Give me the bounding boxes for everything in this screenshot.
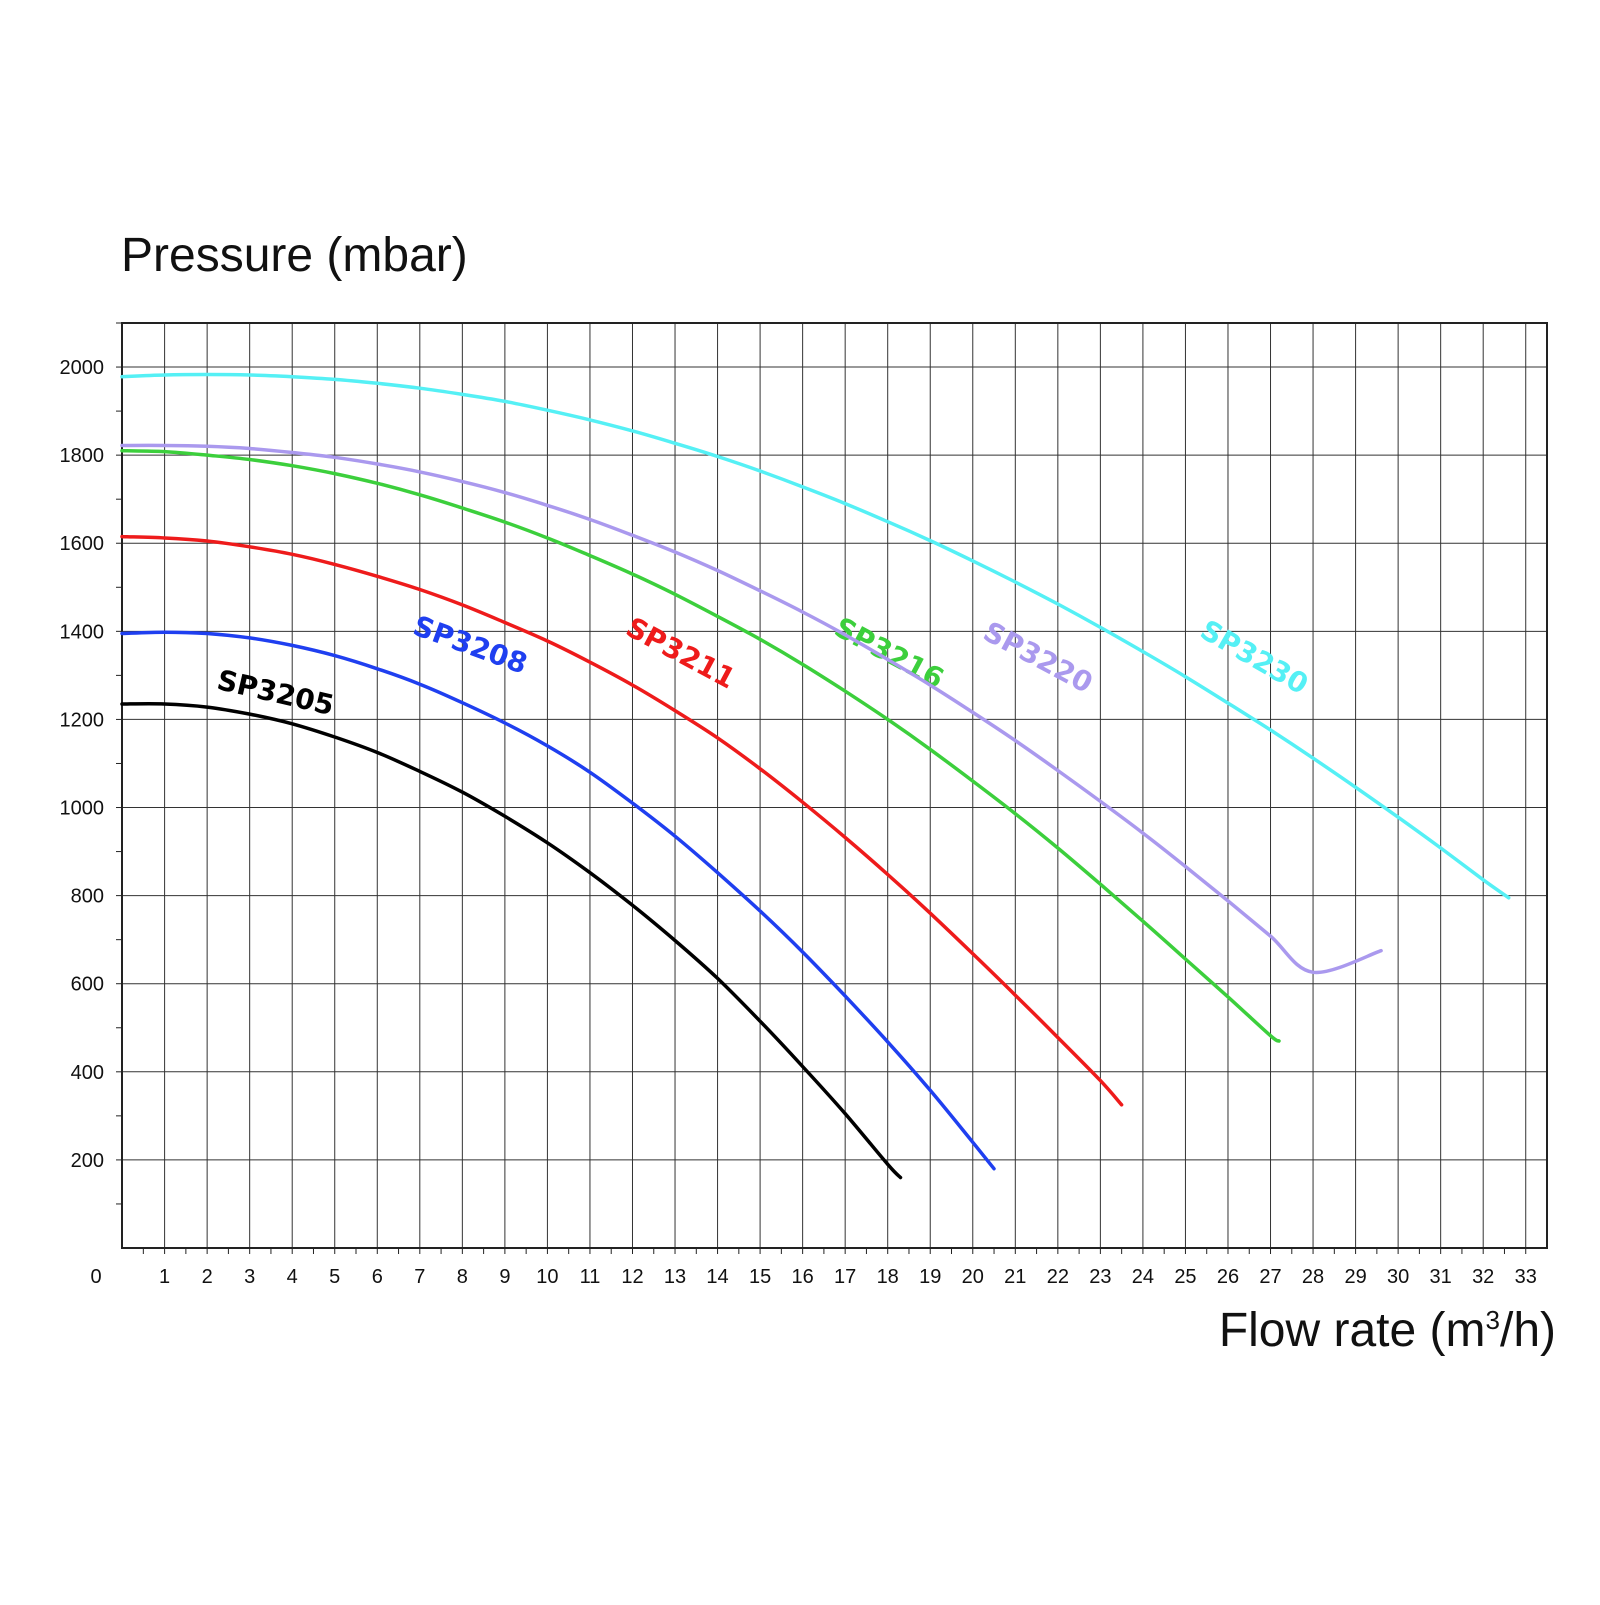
y-tick-label: 1200 (60, 709, 105, 731)
x-tick-label: 16 (792, 1266, 814, 1288)
x-tick-label: 5 (329, 1266, 340, 1288)
x-tick-label: 22 (1047, 1266, 1069, 1288)
plot-border (121, 322, 1548, 1249)
series-label-sp3208: SP3208 (409, 609, 532, 681)
y-tick-label: 1800 (60, 445, 105, 467)
x-tick-label: 0 (90, 1266, 101, 1288)
x-tick-label: 4 (287, 1266, 298, 1288)
x-tick-label: 24 (1132, 1266, 1154, 1288)
x-tick-label: 12 (621, 1266, 643, 1288)
x-tick-label: 29 (1344, 1266, 1366, 1288)
x-tick-label: 10 (536, 1266, 558, 1288)
y-tick-label: 800 (71, 886, 104, 908)
x-tick-label: 28 (1302, 1266, 1324, 1288)
x-tick-label: 31 (1430, 1266, 1452, 1288)
x-tick-label: 19 (919, 1266, 941, 1288)
x-tick-label: 25 (1174, 1266, 1196, 1288)
y-tick-label: 1400 (60, 621, 105, 643)
x-tick-label: 6 (372, 1266, 383, 1288)
x-tick-label: 17 (834, 1266, 856, 1288)
y-tick-label: 2000 (60, 357, 105, 379)
x-tick-label: 3 (244, 1266, 255, 1288)
series-line-sp3220 (120, 443, 1383, 975)
series-label-sp3216: SP3216 (829, 611, 949, 696)
x-tick-label: 18 (877, 1266, 899, 1288)
x-tick-label: 9 (499, 1266, 510, 1288)
x-tick-label: 11 (580, 1266, 601, 1288)
x-tick-label: 32 (1472, 1266, 1494, 1288)
series-line-sp3208 (120, 630, 996, 1171)
y-tick-label: 600 (71, 974, 104, 996)
y-tick-label: 400 (71, 1062, 104, 1084)
x-tick-label: 27 (1259, 1266, 1281, 1288)
y-tick-label: 1600 (60, 533, 105, 555)
x-tick-label: 30 (1387, 1266, 1409, 1288)
x-tick-label: 1 (159, 1266, 170, 1288)
x-tick-label: 26 (1217, 1266, 1239, 1288)
x-axis-title-superscript: 3 (1485, 1305, 1500, 1335)
y-axis-title: Pressure (mbar) (121, 229, 468, 282)
series-line-sp3230 (120, 372, 1511, 900)
series-line-sp3205 (120, 702, 903, 1180)
x-tick-label: 23 (1089, 1266, 1111, 1288)
x-axis-title: Flow rate (m3/h) (1219, 1303, 1556, 1358)
x-tick-label: 8 (457, 1266, 468, 1288)
x-tick-label: 7 (414, 1266, 425, 1288)
x-axis-title-main: Flow rate (m (1218, 1304, 1486, 1357)
series-label-sp3205: SP3205 (214, 663, 337, 722)
x-tick-label: 14 (706, 1266, 728, 1288)
x-tick-label: 21 (1004, 1266, 1026, 1288)
series-label-sp3230: SP3230 (1195, 613, 1314, 701)
x-tick-label: 2 (202, 1266, 213, 1288)
x-tick-label: 33 (1515, 1266, 1537, 1288)
y-tick-label: 200 (71, 1150, 104, 1172)
series-line-sp3216 (120, 448, 1281, 1043)
x-tick-label: 20 (962, 1266, 984, 1288)
x-tick-label: 15 (749, 1266, 771, 1288)
series-line-sp3211 (120, 534, 1124, 1107)
series-label-sp3211: SP3211 (621, 611, 741, 696)
x-axis-title-tail: /h) (1499, 1304, 1556, 1357)
series-label-sp3220: SP3220 (978, 615, 1098, 700)
x-tick-label: 13 (664, 1266, 686, 1288)
y-tick-label: 1000 (60, 798, 105, 820)
